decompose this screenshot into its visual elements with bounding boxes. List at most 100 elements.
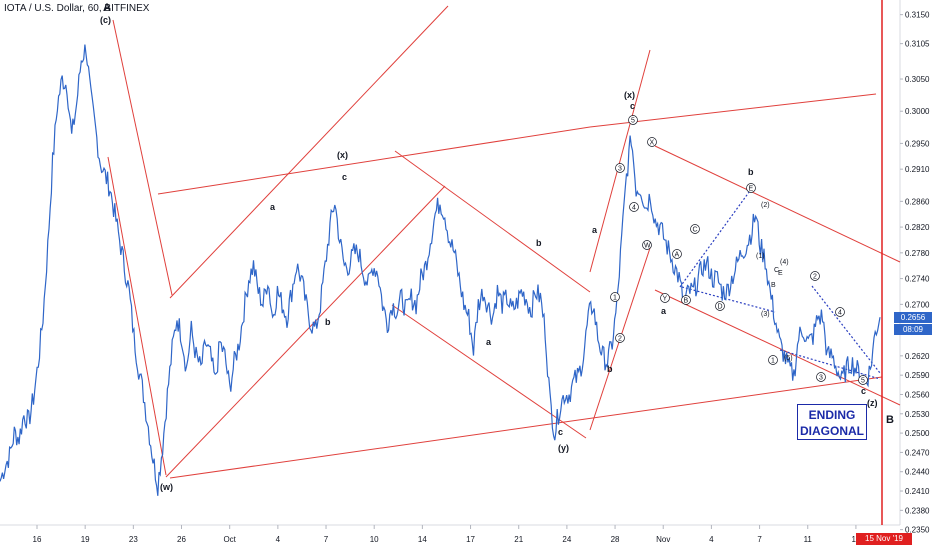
trend-line-upper-x [157,126,591,195]
time-tick-label: 14 [418,535,427,544]
legend-line-1: ENDING [808,408,856,422]
svg-text:A: A [675,252,680,259]
circ-E-small: E [746,183,756,193]
time-tick-label: 4 [276,535,281,544]
label-p5: (5) [784,355,793,362]
price-axis-ticks: 0.3150 0.3105 0.3050 0.3000 0.2950 0.2910 0.28… [900,11,930,535]
trend-lines [107,5,901,479]
current-time-tag: 15 Nov '19 12:00 [856,533,912,555]
time-tick-label: 16 [33,535,42,544]
label-b-3: b [607,364,613,374]
label-a-3: a [592,225,598,235]
ed-upper-2 [811,285,881,374]
svg-text:4: 4 [838,310,842,317]
circ-D-small: D [715,301,725,311]
price-tick-label: 0.3105 [905,40,930,49]
svg-text:E: E [749,186,754,193]
countdown-tag: 08:09 [894,324,932,335]
circled-wave-labels: 5 3 4 1 2 W X Y A B C D E 1 2 3 4 5 [610,115,868,385]
time-tick-label: 21 [514,535,523,544]
price-tick-label: 0.2470 [905,448,930,457]
label-z-paren: (z) [867,398,878,408]
time-tick-label: 10 [370,535,379,544]
circ-W: W [642,240,652,250]
svg-text:4: 4 [632,205,636,212]
label-b-2: b [536,238,542,248]
price-axis-bg [900,0,932,525]
wave-labels: A (c) (w) (x) c a b a b c (y) a b (x) c … [100,2,894,492]
legend-line-2: DIAGONAL [800,424,864,438]
price-tick-label: 0.2500 [905,429,930,438]
label-E-small: E [778,270,783,277]
circ-X: X [647,137,657,147]
svg-text:B: B [684,298,689,305]
circ-Y: Y [660,293,670,303]
svg-text:5: 5 [861,378,865,385]
circ-A-small: A [672,249,682,259]
price-tick-label: 0.2440 [905,468,930,477]
label-A-top: A [103,2,111,14]
label-b-1: b [325,317,331,327]
trend-line-x-up [169,5,449,299]
svg-text:3: 3 [819,375,823,382]
label-p2: (2) [761,202,770,209]
label-c-4: c [861,386,866,396]
time-tick-label: 7 [324,535,329,544]
svg-text:1: 1 [771,358,775,365]
label-x-paren-left: (x) [337,150,348,160]
trend-line-y-lower [391,304,587,439]
time-tick-label: Nov [656,535,670,544]
price-tick-label: 0.2410 [905,487,930,496]
circ-5-top: 5 [628,115,638,125]
time-tick-label: 7 [757,535,762,544]
svg-text:D: D [718,304,723,311]
label-b-4: b [748,167,754,177]
label-B-small: B [771,282,776,289]
price-tick-label: 0.3150 [905,11,930,20]
circ-3-b: 3 [816,372,826,382]
trend-line-z-upper [654,145,901,263]
trend-line-a-down [112,19,173,296]
price-tick-label: 0.2910 [905,165,930,174]
time-tick-label: 28 [611,535,620,544]
price-tick-label: 0.2740 [905,275,930,284]
svg-text:5: 5 [631,118,635,125]
time-tick-label: Oct [223,535,236,544]
label-p1: (1) [756,253,765,260]
label-c-paren-top: (c) [100,15,111,25]
svg-text:C: C [693,227,698,234]
label-a-2: a [486,337,492,347]
label-C-small: C [774,267,779,274]
svg-text:3: 3 [618,166,622,173]
ending-diagonal-legend: ENDING DIAGONAL [797,404,867,440]
label-p3: (3) [761,311,770,318]
svg-text:2: 2 [618,336,622,343]
label-w-paren: (w) [160,482,173,492]
price-tick-label: 0.2350 [905,526,930,535]
label-p4: (4) [780,259,789,266]
time-tick-label: 4 [709,535,714,544]
circ-1: 1 [610,292,620,302]
time-tick-label: 24 [562,535,571,544]
price-tick-label: 0.2820 [905,223,930,232]
label-c-3: c [630,101,635,111]
price-tick-label: 0.2530 [905,410,930,419]
svg-text:1: 1 [613,295,617,302]
circ-2: 2 [615,333,625,343]
price-tick-label: 0.2780 [905,249,930,258]
circ-1-b: 1 [768,355,778,365]
label-a-1: a [270,202,276,212]
circ-4: 4 [629,202,639,212]
time-tick-label: 17 [466,535,475,544]
time-tick-label: 19 [81,535,90,544]
circ-3: 3 [615,163,625,173]
last-price-tag: 0.2656 [894,312,932,323]
circ-C-small: C [690,224,700,234]
trend-line-y-upper [394,150,591,293]
price-tick-label: 0.2380 [905,506,930,515]
label-a-4: a [661,306,667,316]
trend-line-w-channel [165,185,446,478]
price-tick-label: 0.2860 [905,197,930,206]
circ-2-b: 2 [810,271,820,281]
